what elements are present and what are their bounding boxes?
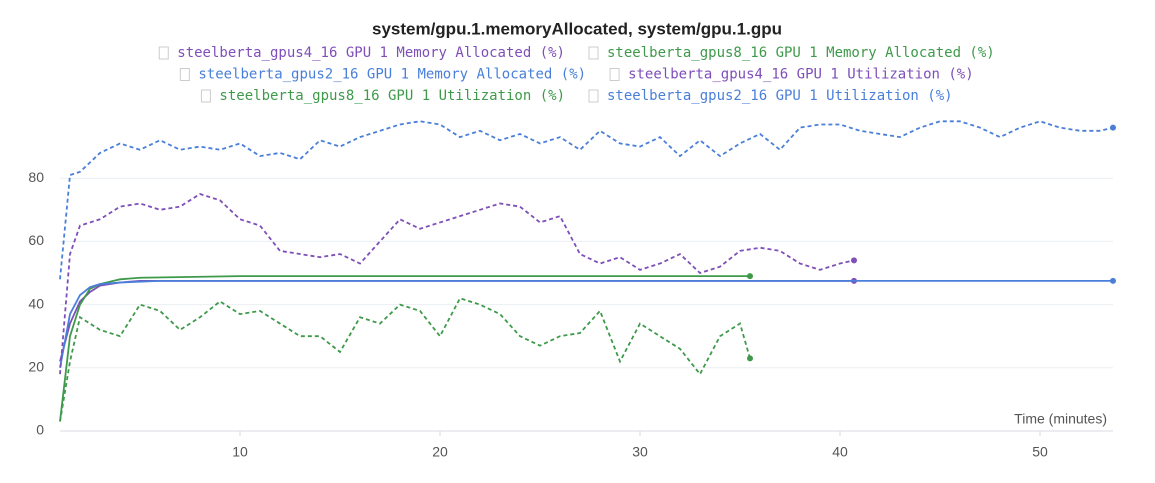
x-tick-label: 10 xyxy=(232,444,248,460)
x-tick-label: 40 xyxy=(832,444,848,460)
y-tick-label: 80 xyxy=(28,169,44,185)
series-line xyxy=(59,193,855,375)
legend-swatch xyxy=(200,89,211,103)
legend-swatch xyxy=(158,46,169,60)
legend-item: steelberta_gpus4_16 GPU 1 Utilization (%… xyxy=(609,67,974,83)
series-end-dot xyxy=(1110,277,1116,284)
series-end-dot xyxy=(747,273,753,280)
x-tick-label: 50 xyxy=(1032,444,1048,460)
x-tick-label: 20 xyxy=(432,444,448,460)
legend-item: steelberta_gpus8_16 GPU 1 Utilization (%… xyxy=(200,88,565,104)
series-end-dot xyxy=(1110,124,1116,131)
legend-swatch xyxy=(179,68,190,81)
legend-item: steelberta_gpus2_16 GPU 1 Memory Allocat… xyxy=(179,67,586,83)
series-line xyxy=(59,275,750,422)
legend-swatch xyxy=(588,46,599,60)
legend-item: steelberta_gpus8_16 GPU 1 Memory Allocat… xyxy=(588,45,995,61)
chart-title: system/gpu.1.memoryAllocated, system/gpu… xyxy=(372,19,782,38)
series-line xyxy=(59,280,854,362)
series-end-dot xyxy=(747,355,753,362)
legend-item: steelberta_gpus2_16 GPU 1 Utilization (%… xyxy=(588,88,953,104)
legend-label: steelberta_gpus8_16 GPU 1 Utilization (%… xyxy=(219,88,565,104)
legend-label: steelberta_gpus4_16 GPU 1 Utilization (%… xyxy=(628,67,974,83)
series-end-dot xyxy=(851,257,857,264)
series-line xyxy=(59,297,751,422)
x-tick-label: 30 xyxy=(632,444,648,460)
series-line xyxy=(59,280,1113,368)
series-line xyxy=(59,120,1114,280)
x-axis-label: Time (minutes) xyxy=(1014,411,1107,427)
y-tick-label: 40 xyxy=(28,295,44,311)
legend-swatch xyxy=(609,68,620,81)
legend-swatch xyxy=(588,89,599,103)
y-tick-label: 0 xyxy=(36,422,44,438)
legend-label: steelberta_gpus4_16 GPU 1 Memory Allocat… xyxy=(177,45,565,61)
legend-item: steelberta_gpus4_16 GPU 1 Memory Allocat… xyxy=(158,45,565,61)
y-tick-label: 60 xyxy=(28,232,44,248)
y-tick-label: 20 xyxy=(28,359,44,375)
legend-label: steelberta_gpus8_16 GPU 1 Memory Allocat… xyxy=(607,45,995,61)
legend-label: steelberta_gpus2_16 GPU 1 Memory Allocat… xyxy=(198,67,586,83)
legend-label: steelberta_gpus2_16 GPU 1 Utilization (%… xyxy=(607,88,953,104)
